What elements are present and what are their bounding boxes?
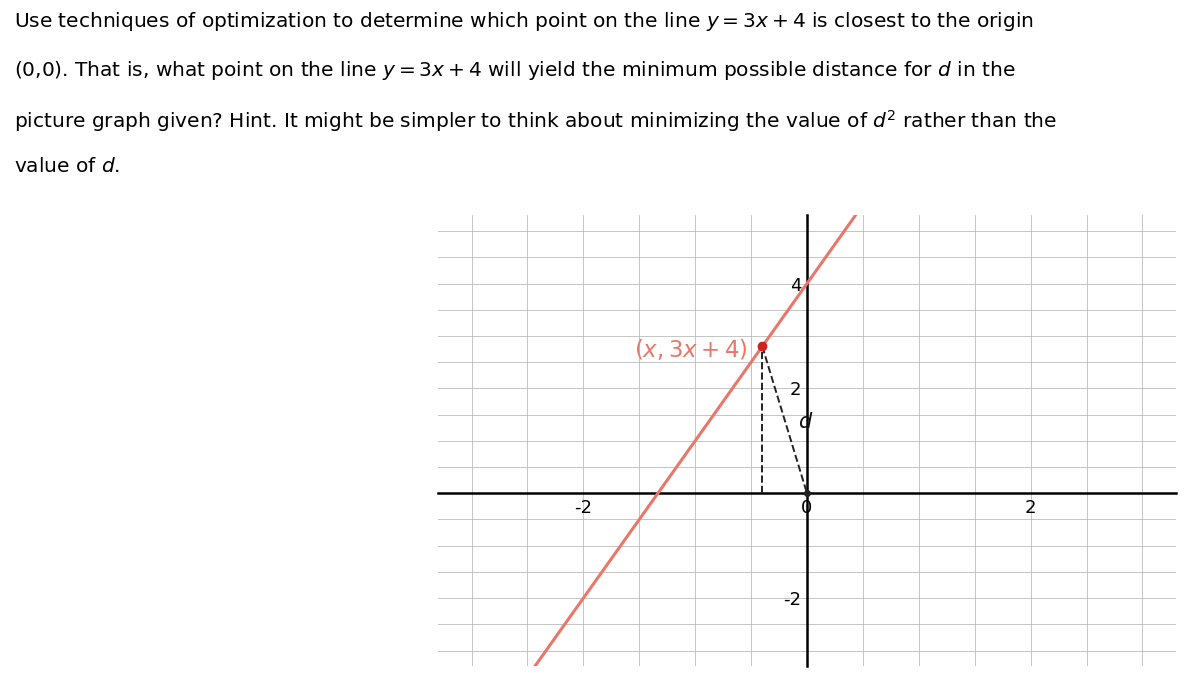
Text: $d$: $d$ <box>798 413 814 433</box>
Text: $(x,3x + 4)$: $(x,3x + 4)$ <box>634 336 748 361</box>
Text: Use techniques of optimization to determine which point on the line $y = 3x + 4$: Use techniques of optimization to determ… <box>14 10 1034 33</box>
Text: (0,0). That is, what point on the line $y = 3x + 4$ will yield the minimum possi: (0,0). That is, what point on the line $… <box>14 59 1016 82</box>
Text: picture graph given? Hint. It might be simpler to think about minimizing the val: picture graph given? Hint. It might be s… <box>14 108 1057 134</box>
Text: value of $d$.: value of $d$. <box>14 157 120 176</box>
